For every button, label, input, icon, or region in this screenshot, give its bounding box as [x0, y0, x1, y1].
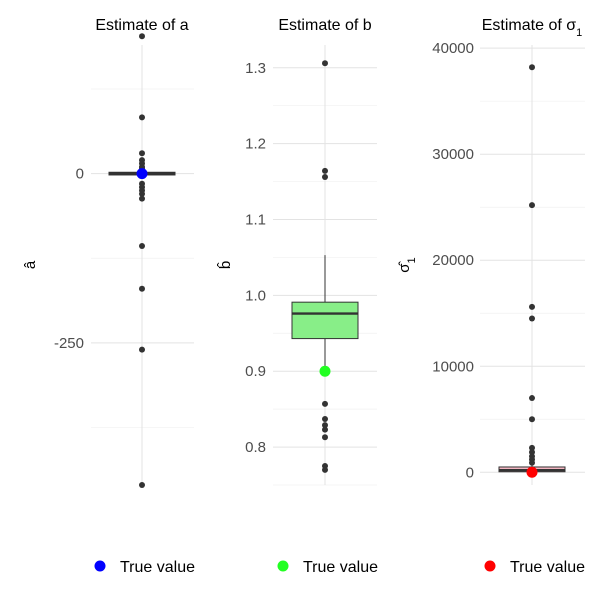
- y-tick-label: 0: [76, 166, 84, 183]
- outlier-point: [322, 60, 328, 67]
- outlier-point: [322, 422, 328, 429]
- outlier-point: [139, 195, 145, 202]
- y-tick-label: 0.9: [245, 363, 266, 380]
- panel-title: Estimate of b: [278, 17, 371, 34]
- legend-label: True value: [303, 559, 378, 576]
- outlier-point: [139, 190, 145, 197]
- legend-marker: [277, 560, 289, 572]
- y-tick-label: 1.1: [245, 211, 266, 228]
- outlier-point: [139, 33, 145, 40]
- legend-label: True value: [120, 559, 195, 576]
- y-tick-label: 10000: [432, 358, 474, 375]
- outlier-point: [529, 64, 535, 71]
- y-axis-label: â: [22, 260, 39, 269]
- outlier-point: [529, 444, 535, 451]
- y-tick-label: 1.0: [245, 287, 266, 304]
- outlier-point: [529, 416, 535, 423]
- panel-2: 1.3 1.2 1.1 1.0 0.9 0.8 Estimate of b b̂: [217, 17, 377, 486]
- panel-title: Estimate of σ1: [482, 17, 582, 39]
- panel-title: Estimate of a: [95, 17, 188, 34]
- outlier-point: [139, 243, 145, 250]
- outlier-point: [322, 416, 328, 422]
- box: [291, 301, 359, 340]
- legend: True value True value True value: [94, 559, 585, 576]
- true-value-point: [136, 168, 148, 180]
- y-tick-label: 20000: [432, 252, 474, 269]
- y-tick-label: 1.3: [245, 60, 266, 77]
- panel-3: 40000 30000 20000 10000 0 Estimate of σ1 σ̂1: [396, 17, 585, 485]
- outlier-point: [139, 482, 145, 488]
- outlier-point: [529, 459, 535, 466]
- outlier-point: [139, 285, 145, 292]
- outlier-point: [322, 426, 328, 433]
- outlier-point: [322, 434, 328, 441]
- outlier-point: [322, 174, 328, 180]
- true-value-point: [319, 365, 331, 377]
- legend-label: True value: [510, 559, 585, 576]
- y-tick-label: 0.8: [245, 439, 266, 456]
- y-tick-label: 1.2: [245, 136, 266, 153]
- y-tick-label: 40000: [432, 40, 474, 57]
- legend-marker: [94, 560, 106, 572]
- outlier-point: [529, 202, 535, 209]
- outlier-point: [139, 150, 145, 157]
- outlier-point: [529, 303, 535, 310]
- true-value-point: [526, 466, 538, 478]
- outlier-point: [139, 114, 145, 121]
- outlier-point: [322, 466, 328, 473]
- outlier-point: [322, 167, 328, 174]
- outlier-point: [322, 400, 328, 407]
- outlier-point: [529, 315, 535, 322]
- outlier-point: [529, 395, 535, 402]
- y-axis-label-subscript: 1: [406, 257, 418, 263]
- panel-title-subscript: 1: [576, 27, 582, 39]
- y-tick-label: 0: [466, 464, 474, 481]
- y-axis-label: σ̂1: [396, 257, 418, 272]
- legend-marker: [484, 560, 496, 572]
- outlier-point: [529, 449, 535, 456]
- y-tick-label: 30000: [432, 146, 474, 163]
- panel-1: 0 -250 Estimate of a â: [22, 17, 194, 488]
- y-tick-label: -250: [54, 335, 84, 352]
- outlier-point: [139, 346, 145, 353]
- y-axis-label: b̂: [217, 261, 234, 269]
